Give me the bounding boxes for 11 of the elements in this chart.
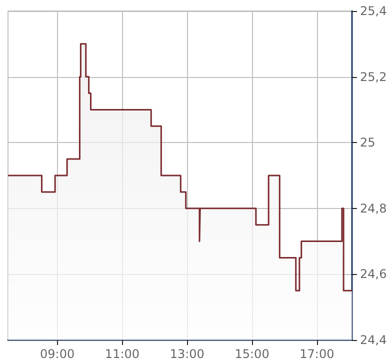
x-tick-label: 11:00 (104, 347, 140, 361)
x-tick-label: 09:00 (40, 347, 75, 361)
x-tick-label: 15:00 (234, 347, 270, 361)
x-tick-label: 13:00 (170, 347, 204, 361)
y-tick-label: 25 (360, 136, 376, 150)
y-tick-label: 24,4 (360, 333, 387, 347)
y-tick-label: 25,2 (360, 70, 387, 84)
y-tick-label: 25,4 (360, 4, 387, 18)
y-tick-label: 24,6 (360, 267, 387, 282)
y-tick-label: 24,8 (360, 201, 387, 216)
x-tick-label: 17:00 (300, 347, 334, 361)
